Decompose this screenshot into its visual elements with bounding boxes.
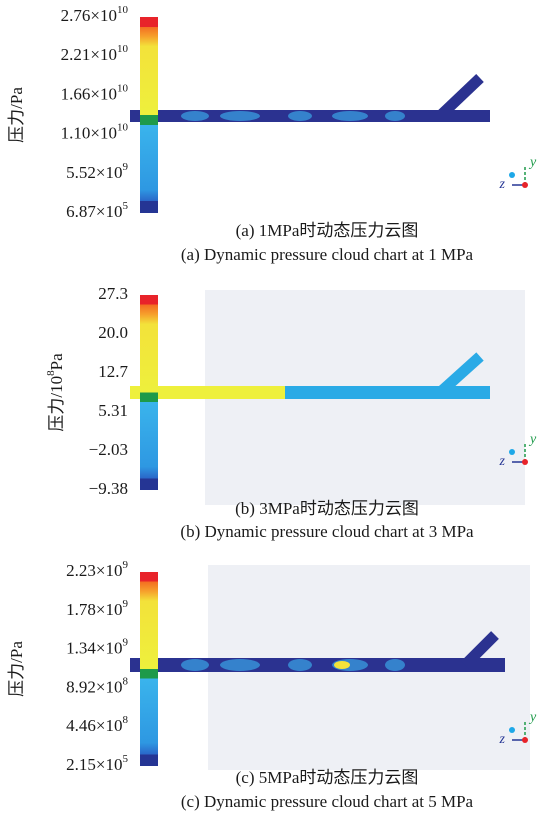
axis-label: 压力/Pa: [7, 87, 26, 143]
triad-point: [509, 449, 515, 455]
caption-cn: (b) 3MPa时动态压力云图: [235, 499, 419, 518]
panel: 27.3 20.0 12.7 5.31 −2.03 −9.38 压力/108Pa y z (b) …: [45, 284, 537, 541]
flow-region: [181, 659, 209, 671]
flow-region: [385, 111, 405, 121]
superscript: 9: [123, 160, 129, 172]
flow-region: [288, 659, 312, 671]
tick-label: 2.23×109: [66, 559, 128, 580]
tick-label: 20.0: [98, 323, 128, 342]
text-base: 5.52×10: [66, 163, 122, 182]
text-base: 6.87×10: [66, 202, 122, 221]
triad-label: y: [528, 155, 537, 170]
text-tail: Pa: [47, 353, 66, 370]
axis-label: 压力/Pa: [7, 641, 26, 697]
tick-label: 1.10×1010: [61, 121, 129, 142]
tick-label: −2.03: [89, 440, 128, 459]
superscript: 9: [123, 597, 129, 609]
superscript: 10: [117, 82, 129, 94]
text-base: 压力/10: [47, 376, 66, 432]
text-base: 2.15×10: [66, 755, 122, 774]
tick-label: 5.31: [98, 401, 128, 420]
flow-region: [181, 111, 209, 121]
caption-cn: (c) 5MPa时动态压力云图: [236, 768, 419, 787]
pipe: [285, 386, 490, 399]
color-bar: [140, 295, 158, 490]
text-base: −9.38: [89, 479, 128, 498]
text-base: 1.34×10: [66, 639, 122, 658]
flow-region: [332, 111, 368, 121]
text-base: 5.31: [98, 401, 128, 420]
tick-label: 2.76×1010: [61, 4, 129, 25]
superscript: 5: [123, 200, 129, 212]
tick-label: −9.38: [89, 479, 128, 498]
figure: 2.76×10102.21×10101.66×10101.10×10105.52…: [0, 0, 538, 821]
superscript: 10: [117, 4, 129, 16]
tick-label: 2.15×105: [66, 753, 128, 774]
flow-region: [288, 111, 312, 121]
text-base: 1.78×10: [66, 600, 122, 619]
text-base: 4.46×10: [66, 716, 122, 735]
tick-label: 5.52×109: [66, 160, 128, 181]
triad-label: z: [499, 177, 506, 192]
superscript: 5: [123, 753, 129, 765]
color-bar: [140, 17, 158, 213]
color-bar: [140, 572, 158, 766]
tick-label: 1.78×109: [66, 597, 128, 618]
text-base: 压力/Pa: [7, 641, 26, 697]
triad-origin: [522, 459, 528, 465]
text-base: 8.92×10: [66, 677, 122, 696]
superscript: 8: [123, 675, 129, 687]
triad-point: [509, 172, 515, 178]
flow-region: [220, 111, 260, 121]
panel: 2.76×10102.21×10101.66×10101.10×10105.52…: [7, 4, 537, 264]
axis-label: 压力/108Pa: [45, 353, 66, 432]
caption-en: (a) Dynamic pressure cloud chart at 1 MP…: [181, 245, 474, 264]
caption-en: (b) Dynamic pressure cloud chart at 3 MP…: [180, 522, 474, 541]
text-base: 1.66×10: [61, 84, 117, 103]
flow-region: [385, 659, 405, 671]
superscript: 10: [117, 43, 129, 55]
text-base: −2.03: [89, 440, 128, 459]
triad-origin: [522, 182, 528, 188]
text-base: 27.3: [98, 284, 128, 303]
text-base: 压力/Pa: [7, 87, 26, 143]
text-base: 1.10×10: [61, 124, 117, 143]
text-base: 20.0: [98, 323, 128, 342]
superscript: 9: [123, 636, 129, 648]
tick-label: 8.92×108: [66, 675, 128, 696]
tick-label: 12.7: [98, 362, 128, 381]
triad-label: y: [528, 710, 537, 725]
flow-region: [334, 661, 350, 669]
superscript: 8: [123, 714, 129, 726]
triad-label: z: [499, 732, 506, 747]
caption-en: (c) Dynamic pressure cloud chart at 5 MP…: [181, 792, 474, 811]
tick-label: 1.66×1010: [61, 82, 129, 103]
tick-label: 6.87×105: [66, 200, 128, 221]
text-base: 2.76×10: [61, 6, 117, 25]
triad-label: y: [528, 432, 537, 447]
triad-origin: [522, 737, 528, 743]
superscript: 10: [117, 121, 129, 133]
flow-region: [220, 659, 260, 671]
tick-label: 4.46×108: [66, 714, 128, 735]
text-base: 12.7: [98, 362, 128, 381]
caption-cn: (a) 1MPa时动态压力云图: [236, 221, 419, 240]
tick-label: 1.34×109: [66, 636, 128, 657]
superscript: 9: [123, 559, 129, 571]
text-base: 2.21×10: [61, 45, 117, 64]
triad-point: [509, 727, 515, 733]
triad-label: z: [499, 454, 506, 469]
panel: 2.23×1091.78×1091.34×1098.92×1084.46×108…: [7, 559, 537, 811]
tick-label: 2.21×1010: [61, 43, 129, 64]
text-base: 2.23×10: [66, 561, 122, 580]
tick-label: 27.3: [98, 284, 128, 303]
